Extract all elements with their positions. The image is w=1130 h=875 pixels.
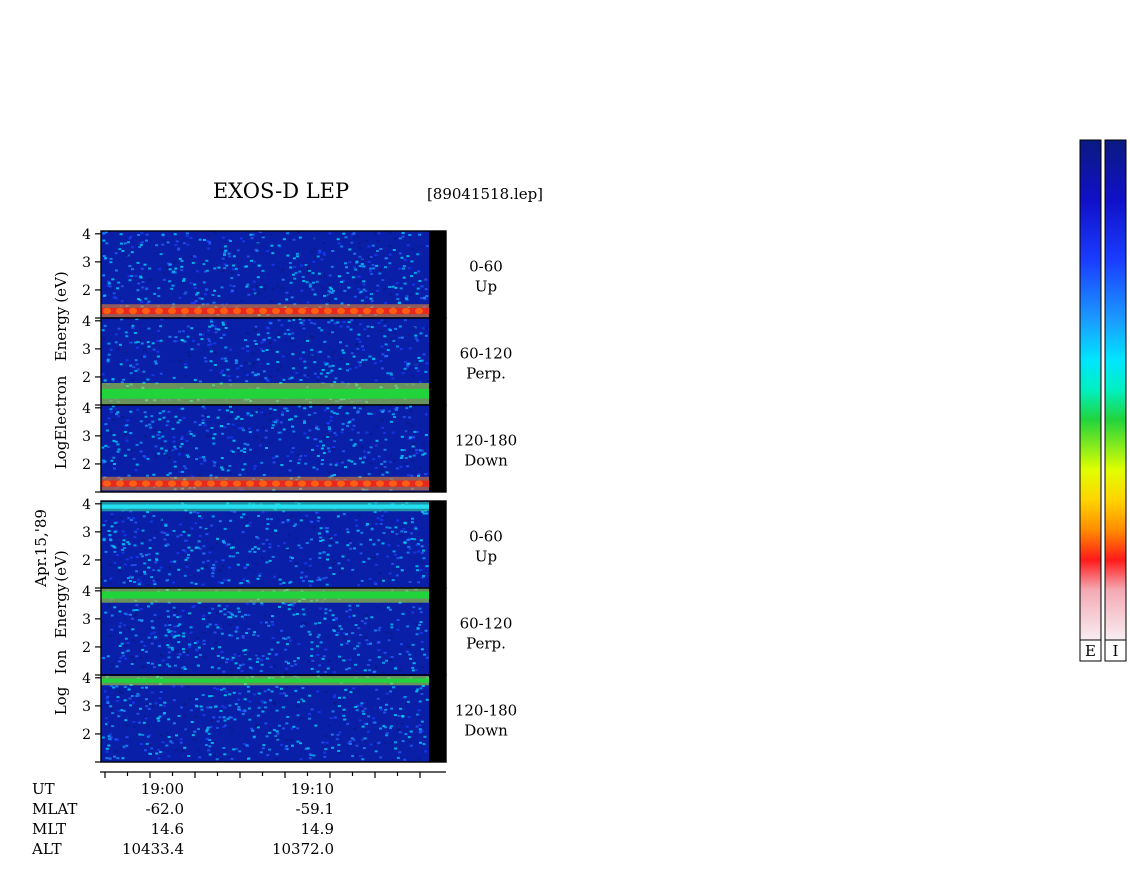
orbit-row-value: 14.9 — [301, 820, 334, 838]
y-tick-label: 2 — [82, 457, 91, 473]
panel-gap-bar — [429, 588, 446, 675]
y-tick-label: 2 — [82, 370, 91, 386]
orbit-row-label: ALT — [31, 840, 62, 858]
y-tick-label: 3 — [82, 612, 91, 628]
direction-label: Up — [475, 278, 497, 296]
y-tick-label: 2 — [82, 640, 91, 656]
orbit-row-value: 10433.4 — [122, 840, 184, 858]
orbit-row-value: 14.6 — [151, 820, 184, 838]
panel-gap-bar — [429, 405, 446, 492]
orbit-row-label: UT — [32, 780, 55, 798]
orbit-row-value: -59.1 — [296, 800, 334, 818]
electron-axis-word-ev: (eV) — [52, 271, 70, 302]
orbit-row-label: MLT — [32, 820, 66, 838]
colorbar-ion — [1104, 139, 1127, 641]
file-label: [89041518.lep] — [427, 185, 543, 203]
y-tick-label: 4 — [82, 497, 91, 513]
pitch-angle-label: 0-60 — [469, 528, 503, 546]
panel-gap-bar — [429, 318, 446, 405]
ion-axis-word-ion: Ion — [52, 649, 70, 674]
spectrogram-panel-4: 4 3 2 0-60 Up — [82, 497, 503, 589]
colorbar-group: E I — [1079, 139, 1127, 662]
direction-label: Down — [464, 722, 508, 740]
panel-gap-bar — [429, 231, 446, 318]
colorbar-electron — [1079, 139, 1102, 641]
y-tick-label: 3 — [82, 699, 91, 715]
pitch-angle-label: 120-180 — [455, 432, 517, 450]
spectrogram-panel-3: 4 3 2 120-180 Down — [82, 401, 517, 493]
panel-background — [101, 501, 429, 588]
panel-frame — [100, 404, 447, 493]
y-tick-label: 3 — [82, 429, 91, 445]
emission-band — [101, 504, 429, 509]
panel-noise — [101, 405, 429, 491]
spectrogram-panel-6: 4 3 2 120-180 Down — [82, 671, 517, 763]
direction-label: Perp. — [466, 365, 506, 383]
spectrogram-panels: 4 3 2 0-60 Up 4 3 2 60-120 Perp. 4 3 2 120-180 Down 4 3 2… — [82, 227, 517, 763]
panel-gap-bar — [429, 675, 446, 762]
y-tick-label: 2 — [82, 727, 91, 743]
y-tick-label: 4 — [82, 227, 91, 243]
chart-title: EXOS-D LEP — [213, 179, 349, 203]
orbit-row-value: 19:10 — [291, 780, 334, 798]
pitch-angle-label: 60-120 — [460, 615, 513, 633]
ion-axis-word-log: Log — [52, 686, 70, 715]
panel-frame — [100, 674, 447, 763]
y-tick-label: 4 — [82, 314, 91, 330]
colorbar-ion-label: I — [1113, 642, 1119, 660]
pitch-angle-label: 120-180 — [455, 702, 517, 720]
spectrogram-panel-2: 4 3 2 60-120 Perp. — [82, 314, 513, 406]
panel-noise — [101, 318, 429, 404]
pitch-angle-label: 60-120 — [460, 345, 513, 363]
ion-axis-word-ev: (eV) — [52, 550, 70, 581]
orbit-info-table: UT 19:00 19:10 MLAT -62.0 -59.1 MLT 14.6 14.9 ALT… — [31, 780, 334, 858]
time-axis — [100, 771, 446, 778]
electron-axis-word-log: Log — [52, 440, 70, 469]
y-tick-label: 3 — [82, 255, 91, 271]
panel-gap-bar — [429, 501, 446, 588]
spectrogram-panel-5: 4 3 2 60-120 Perp. — [82, 584, 513, 676]
y-tick-label: 4 — [82, 401, 91, 417]
orbit-row-label: MLAT — [32, 800, 77, 818]
orbit-row-value: -62.0 — [146, 800, 184, 818]
direction-label: Perp. — [466, 635, 506, 653]
y-tick-label: 3 — [82, 525, 91, 541]
orbit-row-value: 19:00 — [141, 780, 184, 798]
ion-axis-word-energy: Energy — [52, 583, 70, 638]
y-tick-label: 2 — [82, 553, 91, 569]
colorbar-electron-label-box — [1079, 639, 1102, 662]
date-label: Apr.15,'89 — [32, 509, 50, 588]
y-tick-label: 2 — [82, 283, 91, 299]
orbit-row-value: 10372.0 — [272, 840, 334, 858]
y-tick-label: 4 — [82, 584, 91, 600]
colorbar-electron-label: E — [1085, 642, 1096, 660]
pitch-angle-label: 0-60 — [469, 258, 503, 276]
colorbar-ion-label-box — [1104, 639, 1127, 662]
direction-label: Down — [464, 452, 508, 470]
y-tick-label: 3 — [82, 342, 91, 358]
direction-label: Up — [475, 548, 497, 566]
electron-axis-word-electron: Electron — [52, 375, 70, 440]
emission-band — [101, 591, 429, 599]
emission-band — [101, 678, 429, 683]
emission-band — [101, 388, 429, 399]
electron-axis-word-energy: Energy — [52, 306, 70, 361]
y-tick-label: 4 — [82, 671, 91, 687]
spectrogram-panel-1: 4 3 2 0-60 Up — [82, 227, 503, 319]
